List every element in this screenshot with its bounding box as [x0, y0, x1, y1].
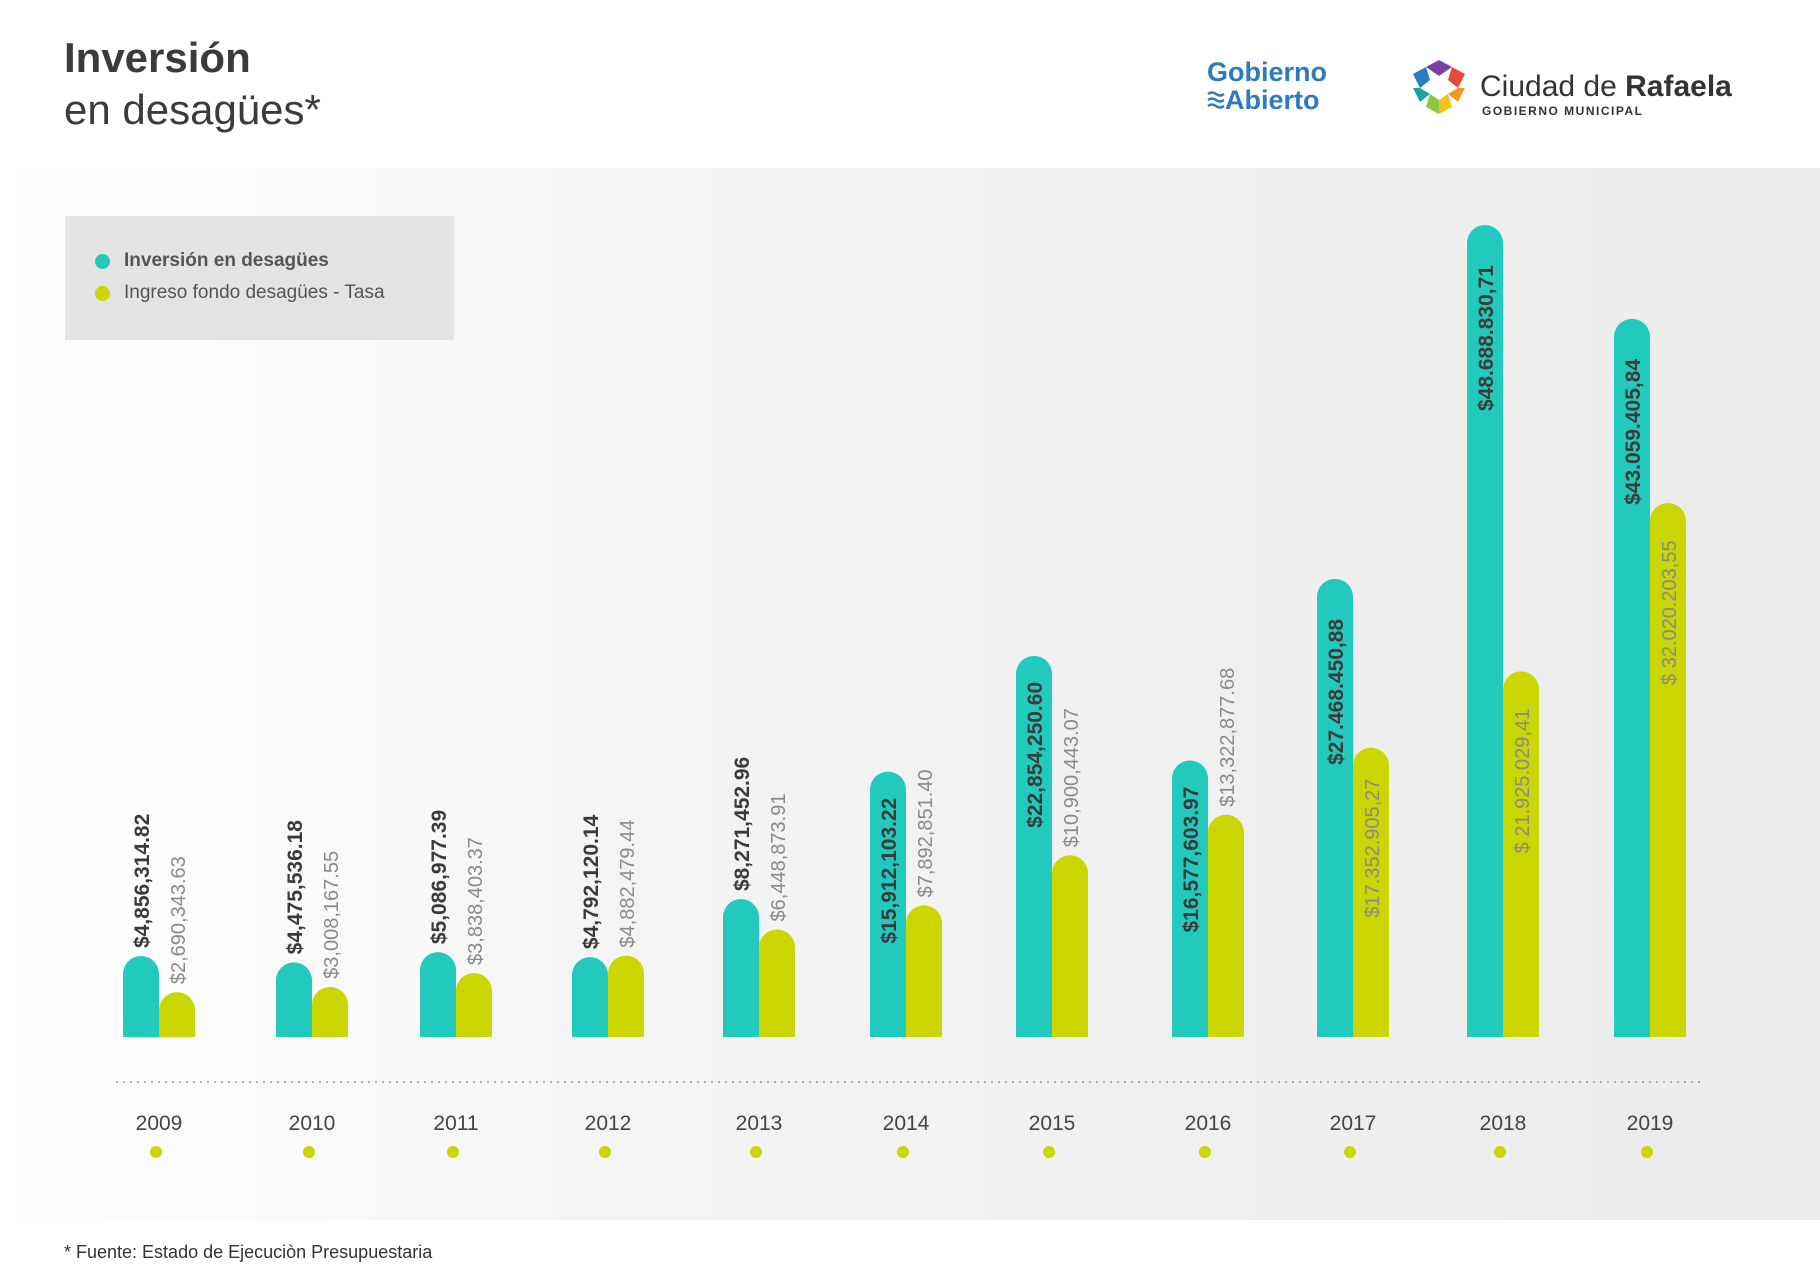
bar-ingreso-2015 — [1052, 855, 1088, 1037]
bar-inversion-2014 — [870, 771, 906, 1037]
bar-ingreso-2016 — [1208, 814, 1244, 1037]
data-label-inversion-2013: $8,271,452.96 — [731, 757, 754, 891]
page-subtitle: en desagües* — [64, 86, 321, 133]
ciudad-name-prefix: Ciudad de — [1480, 70, 1626, 103]
data-label-ingreso-2015: $10,900,443.07 — [1061, 708, 1083, 847]
data-label-ingreso-2011: $3,838,403.37 — [465, 837, 487, 965]
x-tick-label-2010: 2010 — [289, 1112, 336, 1135]
bar-inversion-2010 — [276, 962, 312, 1037]
legend-dot-inversion — [95, 253, 110, 269]
legend-label-ingreso: Ingreso fondo desagües - Tasa — [124, 282, 385, 303]
x-tick-label-2011: 2011 — [433, 1112, 478, 1135]
rafaela-hexagon-icon — [1413, 60, 1465, 114]
bar-ingreso-2013 — [759, 929, 795, 1037]
ciudad-de-rafaela-logo: Ciudad de Rafaela GOBIERNO MUNICIPAL — [1408, 58, 1732, 118]
ciudad-subtitle: GOBIERNO MUNICIPAL — [1482, 104, 1644, 118]
x-tick-label-2015: 2015 — [1029, 1112, 1076, 1135]
x-tick-label-2016: 2016 — [1185, 1112, 1232, 1135]
bar-inversion-2011 — [420, 952, 456, 1037]
gobierno-abierto-line2: Abierto — [1225, 85, 1320, 115]
data-label-ingreso-2010: $3,008,167.55 — [321, 851, 343, 979]
data-label-inversion-2010: $4,475,536.18 — [284, 820, 307, 955]
waves-icon — [1207, 91, 1225, 109]
bar-inversion-2013 — [723, 899, 759, 1037]
year-dot-2017 — [1344, 1146, 1356, 1158]
data-label-ingreso-2019: $ 32.020.203,55 — [1659, 540, 1681, 685]
x-tick-label-2009: 2009 — [136, 1112, 183, 1135]
ciudad-name-bold: Rafaela — [1625, 70, 1732, 103]
gobierno-abierto-logo: Gobierno Abierto — [1207, 58, 1357, 118]
year-dot-2011 — [447, 1146, 459, 1158]
legend-item-inversion: Inversión en desagües — [95, 250, 329, 272]
data-label-inversion-2019: $43.059.405,84 — [1622, 359, 1645, 505]
x-tick-label-2018: 2018 — [1480, 1112, 1527, 1135]
data-label-inversion-2015: $22,854,250.60 — [1024, 682, 1047, 828]
data-label-ingreso-2013: $6,448,873.91 — [768, 794, 790, 922]
gobierno-abierto-line2-wrap: Abierto — [1207, 86, 1357, 114]
bar-ingreso-2011 — [456, 972, 492, 1037]
ciudad-name: Ciudad de Rafaela — [1480, 70, 1732, 104]
year-dot-2013 — [750, 1146, 762, 1158]
data-label-inversion-2009: $4,856,314.82 — [131, 814, 154, 948]
bar-ingreso-2012 — [608, 955, 644, 1037]
legend-dot-ingreso — [95, 285, 110, 301]
bar-ingreso-2019 — [1650, 502, 1686, 1037]
bar-ingreso-2014 — [906, 905, 942, 1037]
data-label-ingreso-2016: $13,322,877.68 — [1217, 668, 1239, 807]
data-label-inversion-2018: $48.688.830,71 — [1475, 265, 1498, 411]
bar-inversion-2016 — [1172, 760, 1208, 1037]
data-label-inversion-2016: $16,577,603.97 — [1180, 787, 1203, 933]
year-dot-2009 — [150, 1146, 162, 1158]
footnote: * Fuente: Estado de Ejecuciòn Presupuest… — [64, 1242, 433, 1262]
data-label-inversion-2011: $5,086,977.39 — [428, 810, 451, 944]
year-dot-2016 — [1199, 1146, 1211, 1158]
data-label-ingreso-2009: $2,690,343.63 — [168, 856, 190, 984]
bar-inversion-2012 — [572, 957, 608, 1037]
x-tick-label-2017: 2017 — [1330, 1112, 1377, 1135]
bar-ingreso-2018 — [1503, 671, 1539, 1037]
data-label-ingreso-2017: $17.352.905,27 — [1362, 779, 1384, 918]
year-dot-2019 — [1641, 1146, 1653, 1158]
bar-inversion-2015 — [1016, 655, 1052, 1037]
data-label-inversion-2014: $15,912,103.22 — [878, 798, 901, 944]
year-dot-2018 — [1494, 1146, 1506, 1158]
data-label-ingreso-2012: $4,882,479.44 — [617, 820, 639, 948]
legend-item-ingreso: Ingreso fondo desagües - Tasa — [95, 282, 385, 304]
x-tick-label-2012: 2012 — [585, 1112, 632, 1135]
x-tick-label-2013: 2013 — [736, 1112, 783, 1135]
year-dot-2015 — [1043, 1146, 1055, 1158]
page-title: Inversión — [64, 34, 251, 81]
year-dot-2012 — [599, 1146, 611, 1158]
bar-ingreso-2010 — [312, 986, 348, 1037]
data-label-inversion-2012: $4,792,120.14 — [580, 814, 603, 949]
bar-inversion-2019 — [1614, 318, 1650, 1037]
data-label-ingreso-2014: $7,892,851.40 — [915, 769, 937, 897]
x-tick-label-2019: 2019 — [1627, 1112, 1674, 1135]
gobierno-abierto-line1: Gobierno — [1207, 57, 1327, 87]
year-dot-2014 — [897, 1146, 909, 1158]
bar-inversion-2009 — [123, 956, 159, 1037]
legend-label-inversion: Inversión en desagües — [124, 250, 329, 271]
bar-inversion-2017 — [1317, 578, 1353, 1037]
x-tick-label-2014: 2014 — [883, 1112, 930, 1135]
bar-ingreso-2017 — [1353, 747, 1389, 1037]
bar-ingreso-2009 — [159, 992, 195, 1037]
data-label-ingreso-2018: $ 21.925.029,41 — [1512, 709, 1534, 854]
year-dot-2010 — [303, 1146, 315, 1158]
legend: Inversión en desagües Ingreso fondo desa… — [65, 216, 454, 340]
bar-inversion-2018 — [1467, 225, 1503, 1037]
data-label-inversion-2017: $27.468.450,88 — [1325, 619, 1348, 765]
